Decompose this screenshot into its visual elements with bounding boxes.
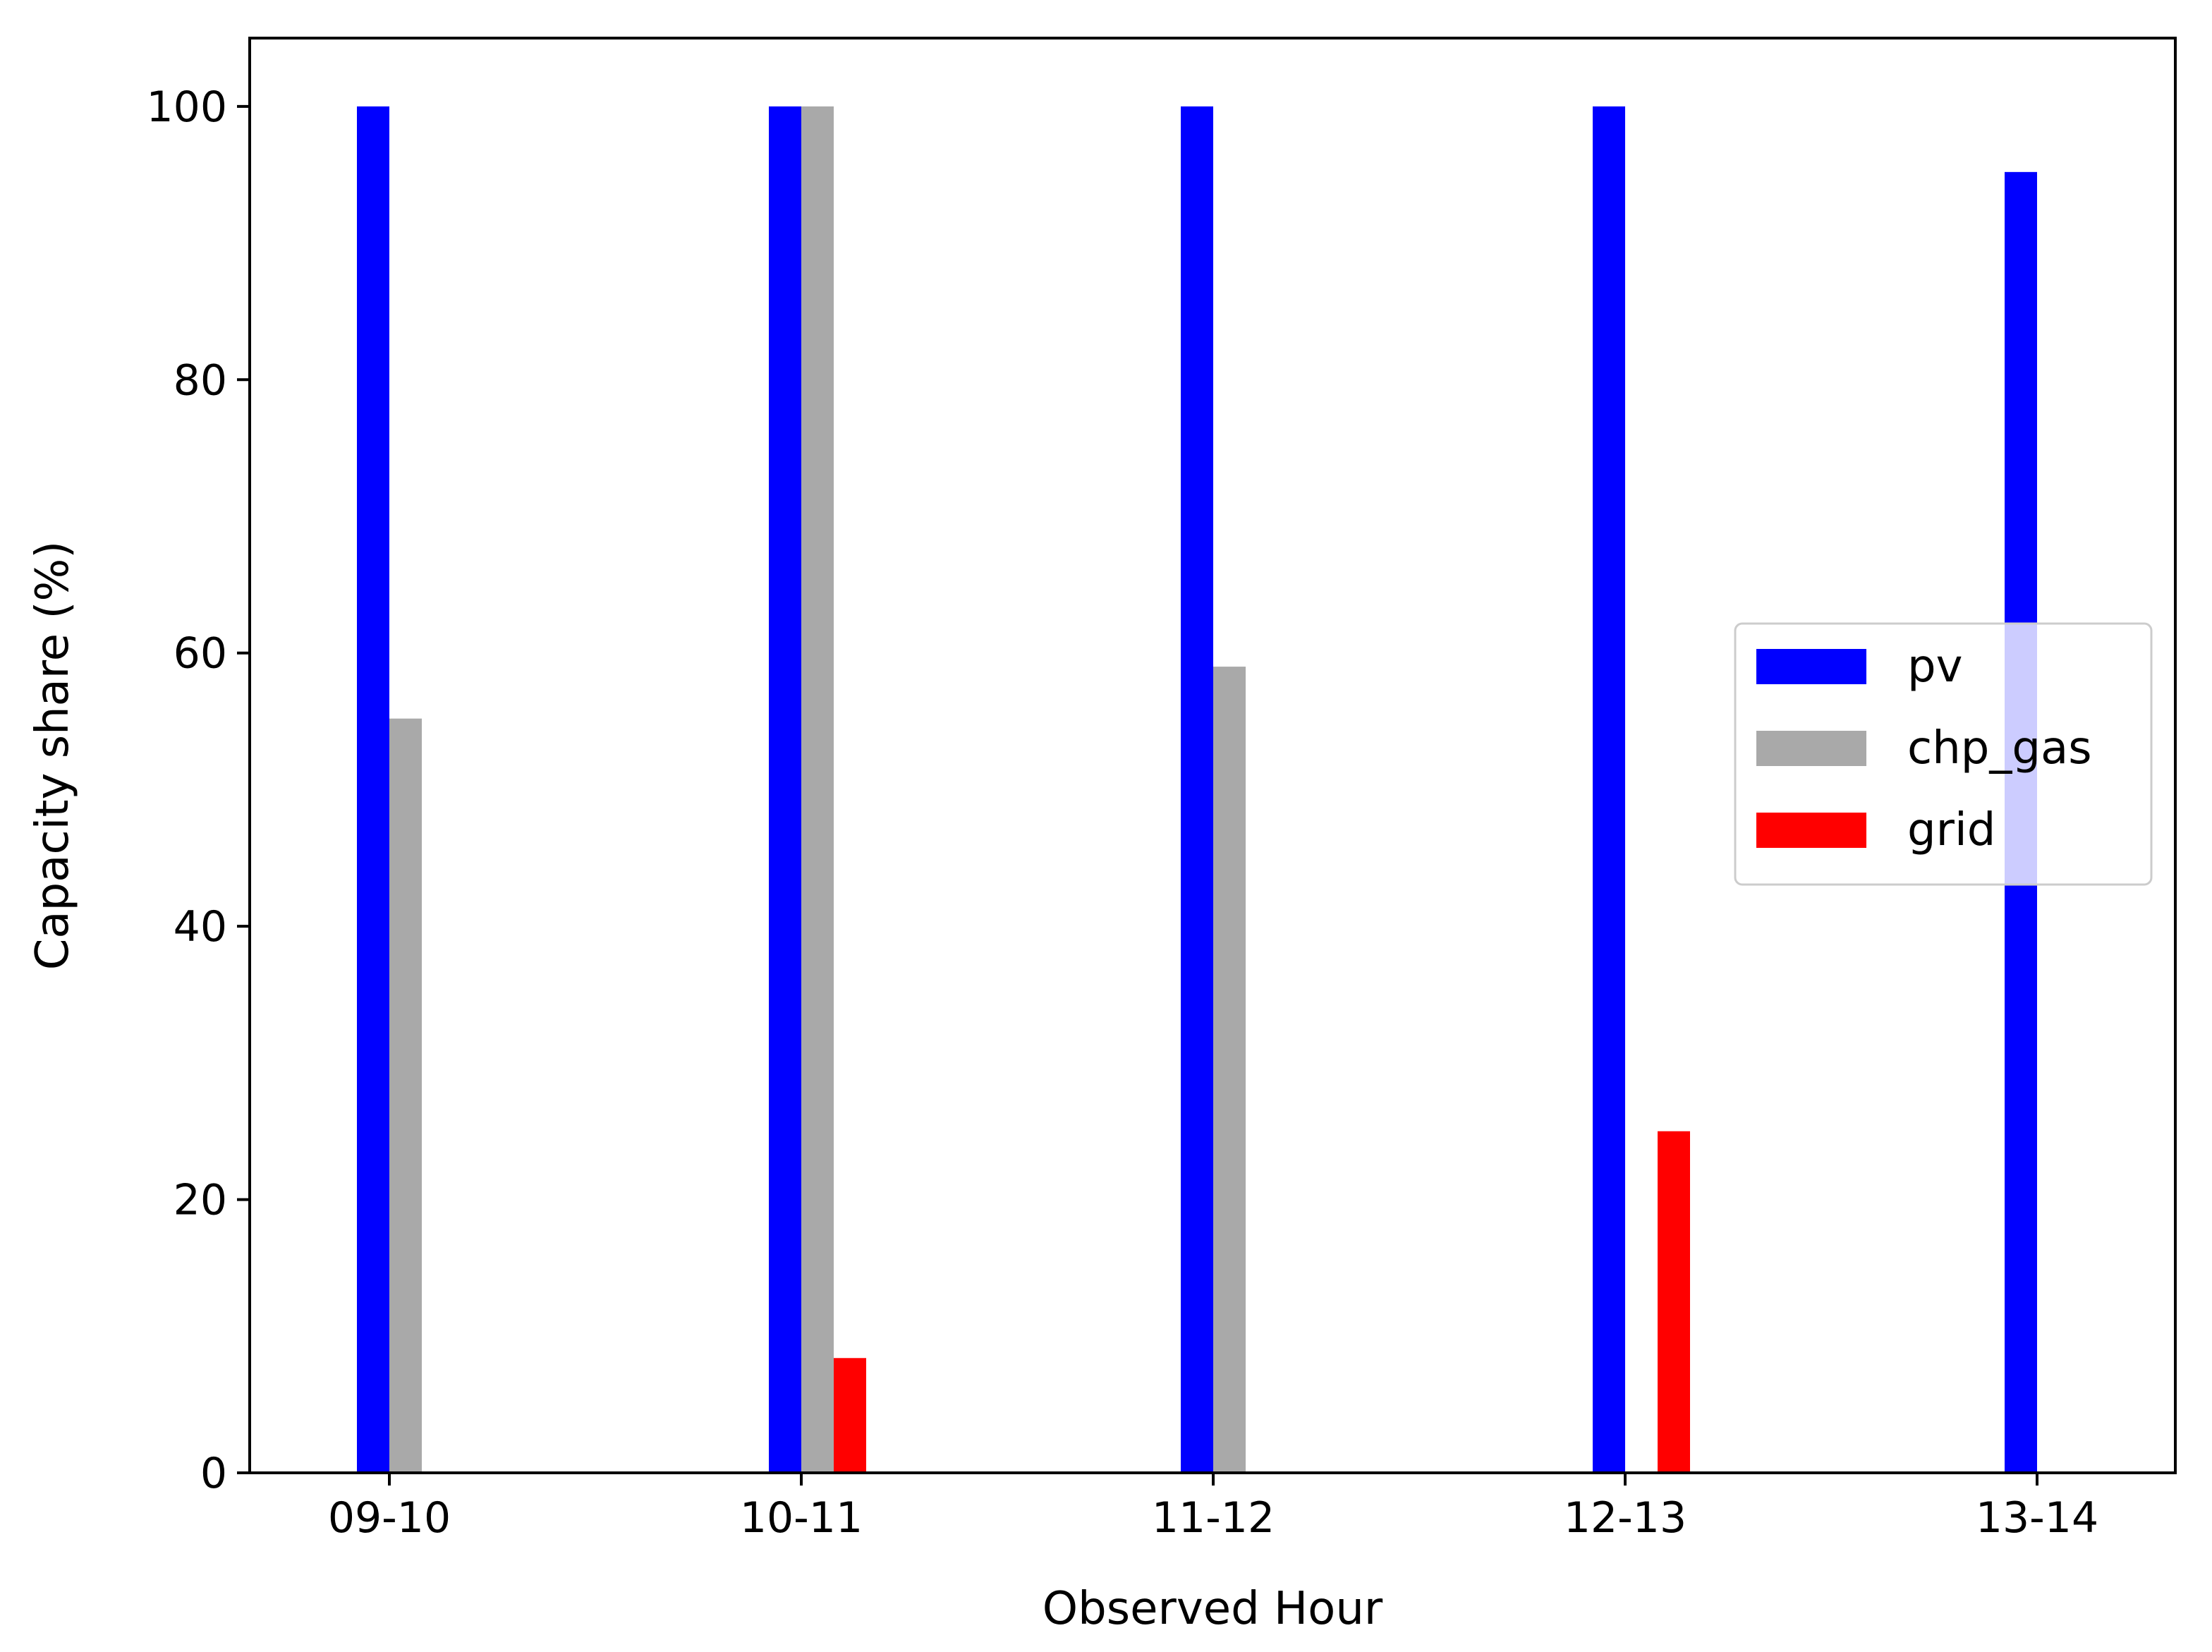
legend-label-pv: pv [1907,640,1963,693]
x-axis-label: Observed Hour [1043,1583,1383,1635]
x-axis: 09-10 10-11 11-12 12-13 13-14 [328,1473,2098,1543]
legend-label-chp-gas: chp_gas [1907,722,2092,775]
x-tick-label: 13-14 [1976,1493,2098,1543]
y-tick-label: 60 [174,629,227,679]
plot-frame [248,37,2177,1474]
y-axis-label: Capacity share (%) [27,541,79,971]
bar-pv-12-13 [1593,106,1625,1473]
bar-chp-gas-11-12 [1213,667,1246,1473]
legend-swatch-chp-gas [1756,731,1866,766]
legend-swatch-pv [1756,649,1866,684]
y-tick-label: 100 [146,83,227,132]
legend-swatch-grid [1756,813,1866,848]
y-tick-label: 80 [174,356,227,405]
bar-chp-gas-10-11 [801,106,834,1473]
x-tick-label: 12-13 [1564,1493,1687,1543]
y-tick-label: 40 [174,902,227,952]
bar-pv-10-11 [769,106,801,1473]
y-axis: 0 20 40 60 80 100 [146,83,250,1498]
x-tick-label: 09-10 [328,1493,451,1543]
bar-chp-gas-09-10 [389,718,422,1473]
legend-label-grid: grid [1907,804,1995,856]
x-tick-label: 11-12 [1152,1493,1275,1543]
bar-pv-09-10 [357,106,389,1473]
bar-pv-11-12 [1181,106,1213,1473]
bar-grid-12-13 [1658,1131,1690,1473]
y-tick-label: 20 [174,1176,227,1225]
x-tick-label: 10-11 [740,1493,863,1543]
y-tick-label: 0 [200,1449,227,1498]
bar-grid-10-11 [834,1358,866,1473]
